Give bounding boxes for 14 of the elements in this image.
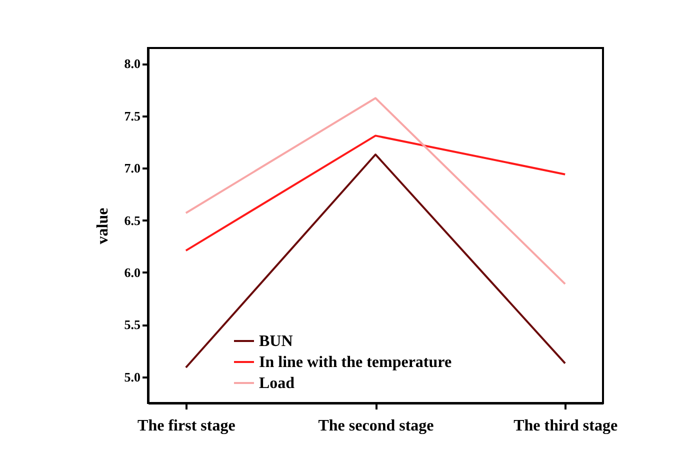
- x-tick-label: The second stage: [318, 418, 434, 434]
- y-tick-label: 7.0: [124, 160, 140, 176]
- legend-label: In line with the temperature: [259, 354, 452, 371]
- y-tick-label: 7.5: [124, 108, 141, 124]
- y-tick-label: 6.0: [124, 264, 140, 280]
- legend-label: BUN: [259, 333, 294, 350]
- y-axis-title: value: [94, 208, 112, 244]
- y-tick-label: 5.0: [124, 369, 140, 384]
- y-tick-label: 8.0: [124, 56, 140, 72]
- x-tick-label: The first stage: [138, 418, 236, 434]
- y-tick-label: 6.5: [124, 212, 141, 228]
- legend-label: Load: [259, 375, 295, 392]
- y-tick-label: 5.5: [124, 317, 141, 332]
- x-tick-label: The third stage: [514, 418, 618, 434]
